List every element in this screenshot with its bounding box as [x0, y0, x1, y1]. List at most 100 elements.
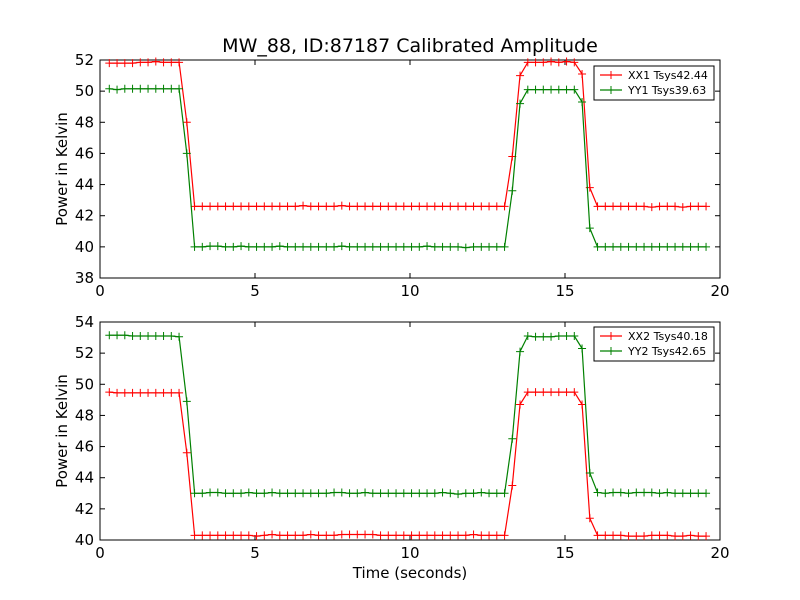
data-point	[291, 531, 300, 540]
data-point	[392, 202, 401, 211]
data-point	[469, 489, 478, 498]
data-point	[299, 201, 308, 210]
data-point	[128, 388, 137, 397]
data-point	[213, 242, 222, 251]
data-point	[647, 531, 656, 540]
data-point	[392, 489, 401, 498]
data-point	[144, 332, 153, 341]
data-point	[609, 531, 618, 540]
data-point	[554, 388, 563, 397]
data-point	[198, 202, 207, 211]
data-point	[477, 531, 486, 540]
data-point	[244, 242, 253, 251]
data-point	[392, 531, 401, 540]
x-tick-label: 5	[250, 282, 260, 300]
data-point	[190, 489, 199, 498]
data-point	[368, 202, 377, 211]
data-point	[655, 489, 664, 498]
data-point	[283, 489, 292, 498]
data-point	[663, 531, 672, 540]
y-tick-label: 38	[75, 269, 94, 287]
data-point	[539, 332, 548, 341]
data-point	[275, 242, 284, 251]
data-point	[438, 202, 447, 211]
data-point	[647, 242, 656, 251]
data-point	[376, 489, 385, 498]
data-point	[702, 489, 711, 498]
data-point	[361, 242, 370, 251]
data-point	[640, 202, 649, 211]
bottom-plot-panel: 0 5 10 15 20 40 42 44 46 48 50 52 54 Power in Kelvin X…	[53, 313, 730, 562]
data-point	[562, 85, 571, 94]
data-point	[593, 531, 602, 540]
data-point	[477, 202, 486, 211]
data-point	[399, 202, 408, 211]
data-point	[182, 118, 191, 127]
data-point	[624, 202, 633, 211]
data-point	[430, 531, 439, 540]
y-axis-label: Power in Kelvin	[53, 112, 71, 226]
data-point	[446, 489, 455, 498]
data-point	[593, 488, 602, 497]
data-point	[144, 58, 153, 67]
data-point	[531, 58, 540, 67]
data-point	[500, 489, 509, 498]
data-point	[128, 332, 137, 341]
data-point	[175, 84, 184, 93]
data-point	[616, 202, 625, 211]
data-point	[237, 242, 246, 251]
legend-box	[593, 65, 715, 101]
data-point	[554, 85, 563, 94]
data-point	[384, 531, 393, 540]
data-point	[260, 202, 269, 211]
data-point	[237, 489, 246, 498]
y-tick-label: 42	[75, 500, 94, 518]
data-point	[523, 388, 532, 397]
data-point	[213, 488, 222, 497]
data-point	[268, 242, 277, 251]
data-point	[368, 489, 377, 498]
data-point	[120, 331, 129, 340]
data-point	[190, 202, 199, 211]
data-point	[616, 242, 625, 251]
data-point	[299, 531, 308, 540]
chart-title: MW_88, ID:87187 Calibrated Amplitude	[222, 35, 598, 57]
data-point	[547, 85, 556, 94]
data-point	[655, 531, 664, 540]
data-point	[477, 242, 486, 251]
data-point	[500, 242, 509, 251]
data-point	[562, 57, 571, 66]
data-point	[167, 332, 176, 341]
data-point	[151, 388, 160, 397]
data-point	[407, 202, 416, 211]
data-point	[399, 242, 408, 251]
y-tick-label: 50	[75, 375, 94, 393]
data-point	[306, 202, 315, 211]
data-point	[275, 531, 284, 540]
data-point	[678, 489, 687, 498]
data-point	[229, 242, 238, 251]
data-point	[578, 344, 587, 353]
data-point	[399, 531, 408, 540]
data-point	[601, 242, 610, 251]
data-point	[353, 489, 362, 498]
data-point	[407, 531, 416, 540]
data-point	[213, 202, 222, 211]
data-point	[601, 202, 610, 211]
data-point	[151, 57, 160, 66]
data-point	[686, 489, 695, 498]
data-point	[438, 531, 447, 540]
data-point	[206, 488, 215, 497]
data-point	[554, 58, 563, 67]
data-point	[361, 488, 370, 497]
data-point	[144, 84, 153, 93]
legend-marker	[607, 347, 615, 355]
data-point	[508, 186, 517, 195]
data-point	[376, 202, 385, 211]
x-tick-label: 0	[95, 544, 105, 562]
data-point	[454, 490, 463, 499]
y-tick-label: 48	[75, 113, 94, 131]
data-point	[554, 332, 563, 341]
data-point	[229, 489, 238, 498]
